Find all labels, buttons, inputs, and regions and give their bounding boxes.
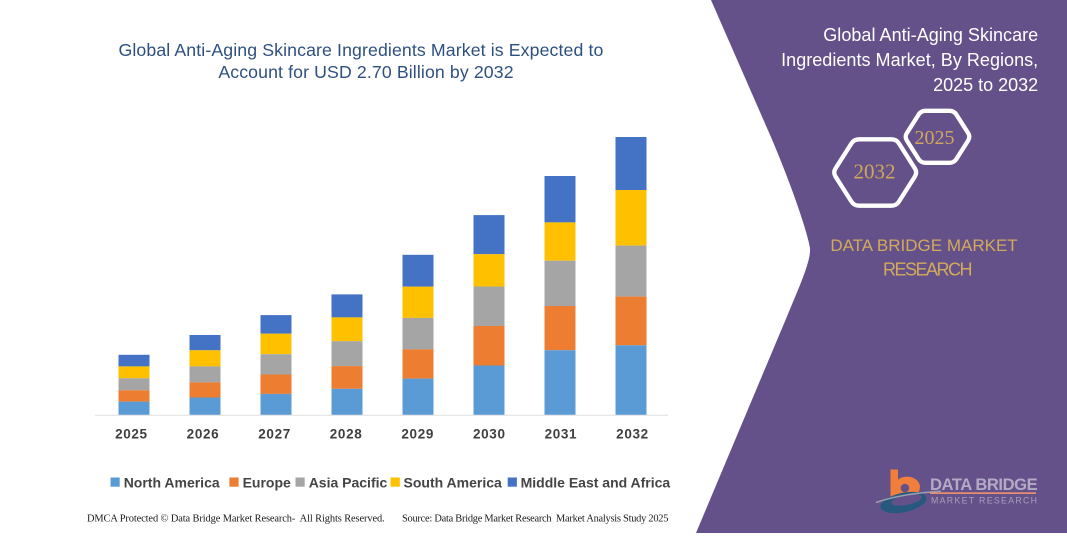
- svg-text:RESEARCH: RESEARCH: [883, 260, 972, 280]
- svg-text:2026: 2026: [187, 427, 220, 442]
- svg-text:2032: 2032: [616, 427, 649, 442]
- svg-text:Global Anti-Aging Skincare: Global Anti-Aging Skincare: [823, 25, 1038, 45]
- svg-text:Middle East and Africa: Middle East and Africa: [521, 474, 671, 490]
- svg-text:2027: 2027: [258, 427, 291, 442]
- svg-text:MARKET RESEARCH: MARKET RESEARCH: [931, 495, 1038, 505]
- svg-text:DMCA Protected © Data Bridge M: DMCA Protected © Data Bridge Market Rese…: [87, 514, 385, 525]
- svg-text:2028: 2028: [330, 427, 363, 442]
- svg-text:2025: 2025: [115, 427, 148, 442]
- svg-text:2031: 2031: [545, 427, 578, 442]
- svg-text:DATA BRIDGE MARKET: DATA BRIDGE MARKET: [830, 236, 1017, 255]
- svg-text:Ingredients Market, By Regions: Ingredients Market, By Regions,: [781, 50, 1038, 70]
- svg-text:Global Anti-Aging Skincare Ing: Global Anti-Aging Skincare Ingredients M…: [118, 40, 603, 60]
- svg-text:Europe: Europe: [243, 474, 291, 490]
- svg-text:South America: South America: [404, 474, 502, 490]
- svg-text:2030: 2030: [473, 427, 506, 442]
- svg-text:Source: Data Bridge Market Res: Source: Data Bridge Market Research Mark…: [402, 514, 668, 525]
- svg-text:Asia Pacific: Asia Pacific: [309, 474, 388, 490]
- svg-text:2025 to 2032: 2025 to 2032: [933, 75, 1038, 95]
- svg-text:2025: 2025: [915, 127, 955, 149]
- svg-text:North America: North America: [124, 474, 220, 490]
- svg-text:Account for USD 2.70 Billion b: Account for USD 2.70 Billion by 2032: [218, 62, 513, 82]
- svg-text:2032: 2032: [854, 160, 896, 184]
- svg-text:DATA BRIDGE: DATA BRIDGE: [930, 475, 1038, 494]
- svg-text:2029: 2029: [401, 427, 434, 442]
